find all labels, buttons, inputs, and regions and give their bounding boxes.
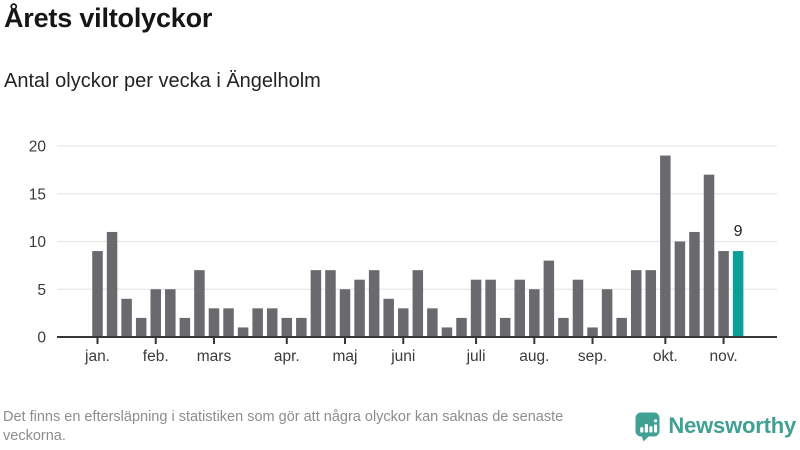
bar-week-42	[689, 231, 700, 337]
x-axis-label-juni: juni	[390, 348, 415, 365]
bar-week-3	[121, 298, 132, 337]
bar-week-7	[179, 317, 191, 337]
y-axis-label-0: 0	[37, 330, 46, 347]
bar-week-32	[543, 260, 555, 337]
highlighted-bar-week-45	[732, 251, 744, 337]
bar-week-35	[587, 327, 598, 337]
newsworthy-logo-icon	[635, 412, 660, 442]
bar-week-44	[718, 251, 729, 337]
newsworthy-logo-text: Newsworthy	[668, 412, 796, 438]
bar-week-33	[558, 317, 569, 337]
last-bar-value-label: 9	[734, 223, 743, 240]
bar-week-37	[616, 317, 627, 337]
x-axis-label-maj: maj	[333, 348, 358, 365]
y-axis-label-10: 10	[29, 234, 47, 251]
bar-week-22	[398, 308, 409, 337]
bar-week-8	[194, 270, 205, 337]
bar-week-12	[252, 308, 263, 337]
bar-week-26	[456, 317, 467, 337]
bar-week-11	[237, 327, 249, 337]
weekly-accidents-bar-chart: 0 5 10 15 20 jan. feb. mars apr. maj juni juli aug. s…	[29, 139, 777, 365]
bar-week-14	[281, 317, 293, 337]
bar-week-20	[368, 270, 380, 337]
y-axis-label-15: 15	[29, 186, 46, 203]
x-axis-label-sep.: sep.	[578, 348, 607, 365]
bar-week-24	[427, 308, 438, 337]
y-axis-label-20: 20	[29, 139, 47, 156]
bar-week-36	[601, 289, 613, 337]
bar-week-13	[266, 308, 278, 337]
chart-title: Årets viltolyckor	[4, 3, 213, 33]
bar-week-1	[92, 251, 103, 337]
x-axis-label-mars: mars	[197, 348, 232, 365]
bar-week-39	[645, 270, 657, 337]
bar-week-21	[383, 298, 394, 337]
bar-week-9	[208, 308, 220, 337]
bar-week-29	[499, 317, 511, 337]
bar-week-34	[572, 279, 584, 337]
bar-week-18	[339, 289, 351, 337]
bar-week-41	[674, 241, 686, 337]
bar-week-2	[106, 231, 118, 337]
y-axis-label-5: 5	[37, 282, 46, 299]
newsworthy-logo[interactable]: Newsworthy	[634, 409, 796, 442]
x-axis-label-nov.: nov.	[710, 348, 738, 365]
bar-week-28	[485, 279, 496, 337]
x-axis-label-aug.: aug.	[519, 348, 549, 365]
bar-week-40	[660, 155, 671, 337]
bar-week-23	[412, 270, 424, 337]
bar-week-30	[514, 279, 525, 337]
bar-week-25	[441, 327, 453, 337]
bar-week-4	[135, 317, 147, 337]
x-axis-label-okt.: okt.	[653, 348, 678, 365]
chart-subtitle: Antal olyckor per vecka i Ängelholm	[4, 70, 321, 92]
bar-week-5	[150, 289, 161, 337]
x-axis-label-feb.: feb.	[143, 348, 169, 365]
bar-week-31	[529, 289, 540, 337]
bar-week-10	[223, 308, 234, 337]
bar-week-16	[310, 270, 322, 337]
bar-week-27	[470, 279, 482, 337]
bar-week-15	[296, 317, 307, 337]
x-axis-label-apr.: apr.	[274, 348, 300, 365]
footer-note: Det finns en eftersläpning i statistiken…	[3, 409, 564, 445]
bar-week-43	[703, 174, 715, 337]
x-axis-label-jan.: jan.	[84, 348, 110, 365]
bar-week-19	[354, 279, 365, 337]
bar-week-6	[165, 289, 176, 337]
bar-week-38	[630, 270, 642, 337]
bar-week-17	[325, 270, 336, 337]
x-axis-label-juli: juli	[466, 348, 486, 365]
